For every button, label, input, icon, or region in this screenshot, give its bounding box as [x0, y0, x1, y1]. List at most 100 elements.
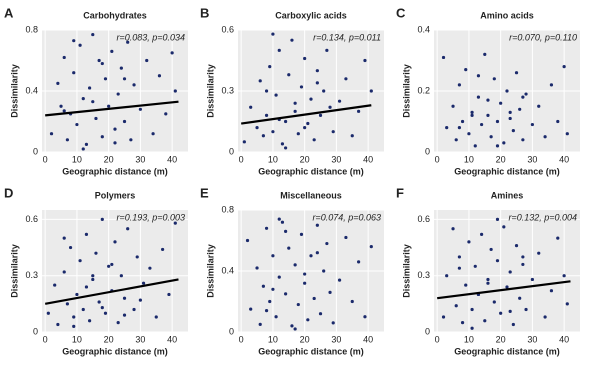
point	[467, 240, 471, 244]
point	[148, 266, 152, 270]
point	[72, 324, 76, 328]
point	[287, 246, 291, 250]
point	[53, 283, 57, 287]
point	[49, 132, 54, 136]
panel-title: Miscellaneous	[280, 190, 342, 200]
y-tick-label: 0.4	[417, 24, 430, 34]
point	[141, 281, 146, 285]
point	[271, 130, 275, 134]
point	[486, 113, 490, 117]
point	[81, 307, 85, 312]
panel-label: A	[4, 5, 14, 20]
point	[258, 79, 262, 83]
point	[495, 259, 500, 263]
point	[303, 272, 307, 276]
point	[521, 95, 525, 99]
point	[460, 119, 465, 124]
x-tick-label: 0	[435, 334, 440, 344]
point	[306, 318, 310, 322]
y-axis-label: Dissimilarity	[9, 244, 19, 298]
point	[97, 300, 101, 304]
y-tick-label: 0.8	[221, 204, 234, 214]
point	[264, 309, 269, 313]
point	[258, 322, 262, 326]
point	[91, 277, 95, 282]
point	[72, 39, 76, 43]
point	[312, 138, 316, 142]
x-axis-label: Geographic distance (m)	[62, 346, 168, 356]
point	[249, 307, 253, 311]
point	[245, 238, 250, 243]
point	[492, 300, 496, 304]
point	[457, 255, 461, 259]
point	[284, 229, 288, 233]
point	[315, 223, 319, 227]
y-tick-label: 0.6	[417, 214, 430, 224]
point	[470, 113, 474, 117]
point	[337, 99, 342, 103]
point	[303, 126, 307, 130]
x-tick-label: 0	[43, 154, 48, 164]
point	[480, 232, 484, 236]
point	[132, 307, 136, 312]
point	[486, 98, 490, 102]
point	[344, 77, 348, 81]
point	[161, 247, 165, 252]
point	[81, 97, 85, 101]
point	[457, 83, 461, 87]
point	[264, 89, 269, 93]
point	[518, 296, 522, 300]
point	[170, 51, 174, 55]
point	[492, 77, 496, 81]
point	[489, 247, 493, 252]
point	[524, 92, 528, 96]
x-tick-label: 40	[363, 334, 373, 344]
point	[514, 244, 519, 248]
x-tick-label: 10	[268, 154, 278, 164]
point	[476, 95, 481, 99]
point	[350, 134, 354, 138]
point	[62, 270, 66, 274]
y-tick-label: 0.6	[221, 24, 234, 34]
x-tick-label: 30	[527, 334, 537, 344]
point	[556, 119, 560, 124]
point	[357, 109, 361, 113]
x-axis-label: Geographic distance (m)	[454, 166, 560, 176]
point	[290, 324, 294, 328]
panel-title: Carbohydrates	[83, 10, 147, 20]
point	[72, 315, 76, 319]
panel-label: D	[4, 185, 13, 200]
point	[113, 141, 117, 145]
point	[268, 299, 272, 304]
point	[56, 81, 60, 85]
point	[261, 284, 265, 288]
point	[502, 225, 506, 229]
point	[116, 321, 120, 325]
point	[122, 313, 127, 317]
point	[511, 322, 515, 327]
point	[457, 266, 461, 270]
point	[91, 274, 95, 278]
point	[293, 263, 297, 267]
point	[113, 240, 117, 244]
plot-area	[42, 210, 188, 332]
point	[68, 245, 73, 250]
point	[502, 141, 506, 145]
point	[97, 58, 101, 63]
point	[271, 287, 275, 291]
x-tick-label: 30	[527, 154, 537, 164]
point	[94, 116, 98, 121]
point	[325, 241, 329, 246]
point	[530, 277, 534, 282]
x-axis-label: Geographic distance (m)	[258, 166, 364, 176]
point	[113, 127, 117, 131]
point	[264, 226, 269, 230]
y-tick-label: 0.3	[221, 85, 234, 95]
point	[299, 232, 304, 236]
y-tick-label: 0	[229, 326, 234, 336]
point	[46, 311, 50, 315]
point	[100, 306, 104, 310]
panel-title: Amines	[491, 190, 524, 200]
point	[280, 142, 285, 146]
